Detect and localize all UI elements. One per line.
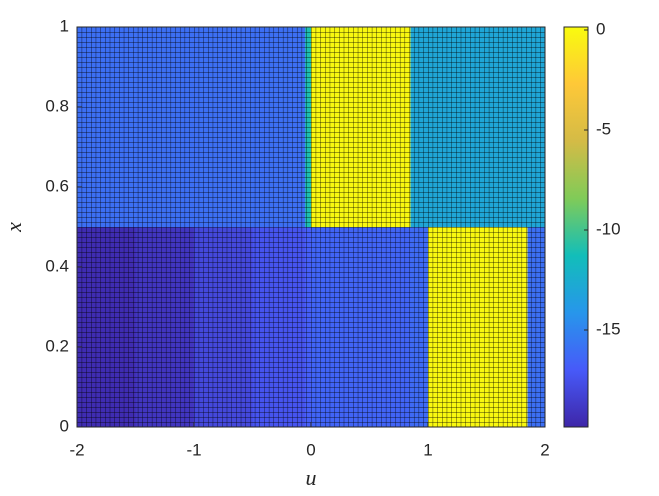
colorbar-tick-label: -15: [596, 319, 621, 338]
x-tick-label: 1: [423, 440, 432, 459]
mesh: [77, 27, 545, 427]
y-tick-label: 0.8: [45, 96, 69, 115]
x-tick-label: 0: [306, 440, 315, 459]
x-tick-label: -2: [69, 440, 84, 459]
x-axis-label: u: [306, 465, 317, 490]
colorbar-tick-label: -10: [596, 219, 621, 238]
y-axis-label: x: [1, 222, 26, 233]
x-tick-label: 2: [540, 440, 549, 459]
y-tick-label: 0.6: [45, 176, 69, 195]
colorbar-tick-label: -5: [596, 119, 611, 138]
y-tick-label: 0: [60, 416, 69, 435]
y-tick-label: 1: [60, 16, 69, 35]
y-tick-label: 0.4: [45, 256, 69, 275]
colorbar: [563, 26, 589, 428]
x-tick-label: -1: [186, 440, 201, 459]
colorbar-tick-label: 0: [596, 19, 605, 38]
y-tick-label: 0.2: [45, 336, 69, 355]
